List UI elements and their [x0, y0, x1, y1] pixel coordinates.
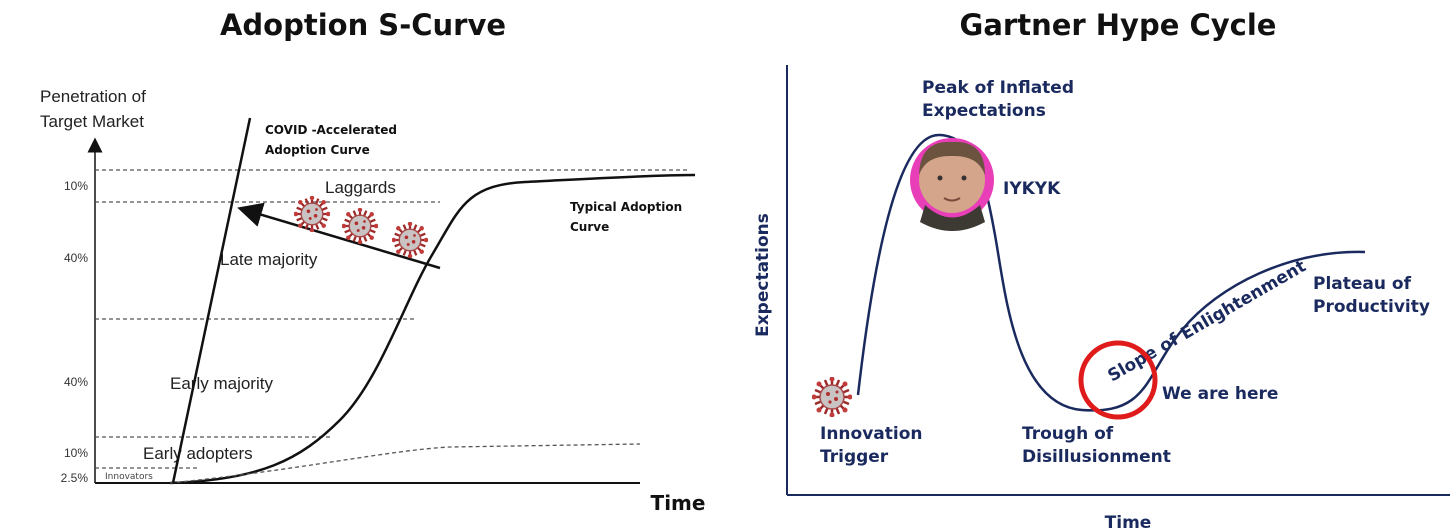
- virus-icon: [294, 196, 330, 232]
- marker-circle: [1078, 340, 1158, 420]
- phase-label: Innovation: [820, 424, 923, 444]
- phase-label: Productivity: [1313, 297, 1430, 317]
- virus-icon: [342, 208, 378, 244]
- phase-label: Plateau of: [1313, 274, 1412, 294]
- segment-label: Innovators: [105, 472, 153, 482]
- tick: 10%: [64, 446, 88, 460]
- phase-label: Trough of: [1022, 424, 1114, 444]
- hype-curve: [856, 133, 1366, 412]
- x-axis-label: Time: [651, 491, 706, 515]
- annotation: COVID -Accelerated: [265, 123, 397, 137]
- tick: 2.5%: [61, 471, 89, 485]
- title: Adoption S-Curve: [220, 8, 506, 42]
- virus-icon: [392, 222, 428, 258]
- arrow: [237, 202, 441, 270]
- y-axis-label: Target Market: [40, 112, 144, 131]
- tick: 40%: [64, 375, 88, 389]
- innovator-curve: [169, 443, 641, 484]
- phase-label: Slope of Enlightenment: [1105, 256, 1310, 386]
- adoption-s-curve: Adoption S-Curve Penetration of Target M…: [40, 8, 705, 515]
- x-axis-label: Time: [1105, 513, 1152, 531]
- annotation: Typical Adoption: [570, 200, 682, 214]
- phase-label: Peak of Inflated: [922, 78, 1074, 98]
- y-axis-label: Expectations: [753, 213, 773, 337]
- phase-label: Expectations: [922, 101, 1046, 121]
- tick: 40%: [64, 251, 88, 265]
- annotation: Adoption Curve: [265, 143, 370, 157]
- segment-lines: [95, 169, 690, 469]
- photo-caption: IYKYK: [1003, 179, 1061, 199]
- photo: [919, 141, 985, 231]
- virus-icon: [812, 377, 852, 417]
- segment-label: Laggards: [325, 178, 396, 197]
- annotation: Curve: [570, 220, 609, 234]
- marker-label: We are here: [1162, 384, 1278, 404]
- phase-label: Trigger: [820, 447, 889, 467]
- title: Gartner Hype Cycle: [960, 8, 1277, 42]
- segment-label: Early majority: [170, 374, 273, 393]
- segment-label: Late majority: [220, 250, 318, 269]
- gartner-hype-cycle: Gartner Hype Cycle Expectations Time IYK…: [753, 8, 1450, 531]
- phase-label: Disillusionment: [1022, 447, 1171, 467]
- covid-curve: [171, 117, 252, 484]
- typical-curve: [169, 173, 696, 485]
- tick: 10%: [64, 179, 88, 193]
- segment-label: Early adopters: [143, 444, 253, 463]
- y-axis-label: Penetration of: [40, 87, 146, 106]
